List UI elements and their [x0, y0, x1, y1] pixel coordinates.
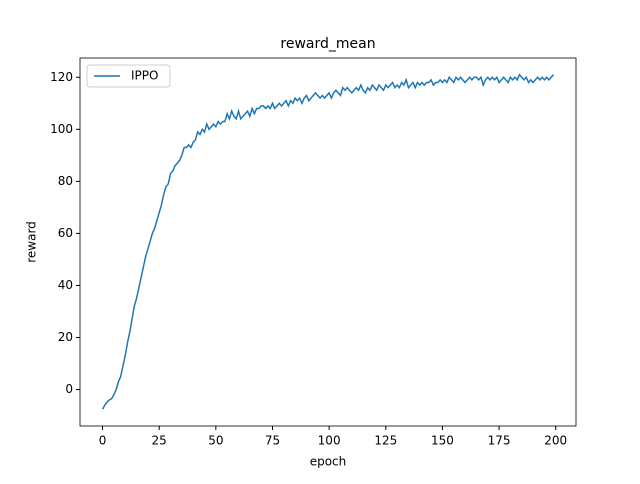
x-tick-label: 200	[544, 434, 567, 448]
legend-label: IPPO	[131, 69, 158, 83]
x-tick-label: 175	[488, 434, 511, 448]
x-tick-label: 75	[265, 434, 280, 448]
x-tick-label: 0	[99, 434, 107, 448]
y-tick-label: 60	[58, 226, 73, 240]
x-tick-label: 150	[431, 434, 454, 448]
y-axis-label: reward	[25, 221, 39, 263]
x-axis-label: epoch	[310, 455, 347, 469]
chart-title: reward_mean	[280, 36, 375, 52]
y-tick-label: 20	[58, 330, 73, 344]
y-tick-label: 40	[58, 278, 73, 292]
x-tick-label: 50	[208, 434, 223, 448]
x-tick-label: 125	[374, 434, 397, 448]
x-tick-label: 100	[318, 434, 341, 448]
x-tick-label: 25	[152, 434, 167, 448]
y-tick-label: 120	[50, 70, 73, 84]
y-tick-label: 80	[58, 174, 73, 188]
axes-frame	[79, 57, 577, 427]
y-tick-label: 100	[50, 122, 73, 136]
legend-box	[86, 64, 171, 88]
line-series	[101, 73, 555, 410]
y-tick-label: 0	[65, 382, 73, 396]
